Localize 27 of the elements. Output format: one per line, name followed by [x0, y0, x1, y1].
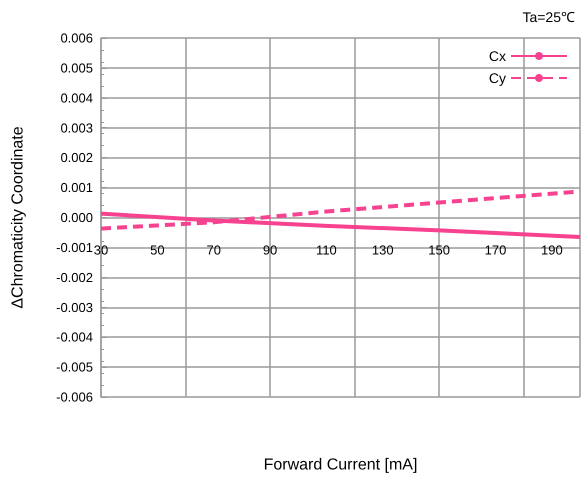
y-tick-label: 0.003 [60, 120, 93, 136]
y-tick-label: -0.003 [56, 300, 93, 315]
y-tick-label: 0.005 [60, 60, 93, 76]
y-axis-title: ΔChromaticity Coordinate [10, 126, 26, 309]
y-tick-label: 0.004 [60, 90, 93, 106]
y-tick-label: 0.002 [60, 150, 93, 166]
y-tick-label: -0.006 [56, 390, 93, 404]
x-tick-label: 110 [316, 242, 337, 258]
y-tick-label: -0.005 [56, 360, 93, 375]
y-tick-label: 0.001 [60, 180, 93, 196]
y-tick-label: -0.001 [56, 240, 93, 255]
x-axis-title: Forward Current [mA] [264, 456, 418, 474]
y-tick-label: -0.004 [56, 330, 93, 345]
y-tick-label: 0.006 [60, 30, 93, 46]
y-tick-label: 0.000 [60, 210, 93, 225]
x-tick-label: 130 [372, 242, 394, 258]
legend-label: Cx [488, 48, 506, 64]
legend-label: Cy [488, 70, 506, 86]
x-tick-label: 150 [428, 242, 450, 258]
x-tick-label: 50 [150, 242, 165, 258]
y-tick-label: -0.002 [56, 270, 93, 285]
x-tick-label: 190 [540, 242, 563, 258]
x-tick-label: 70 [206, 242, 221, 258]
x-tick-label: 170 [484, 242, 506, 258]
text: Ta=25℃ [522, 9, 576, 25]
x-tick-label: 30 [94, 242, 108, 258]
x-tick-label: 90 [262, 242, 278, 258]
